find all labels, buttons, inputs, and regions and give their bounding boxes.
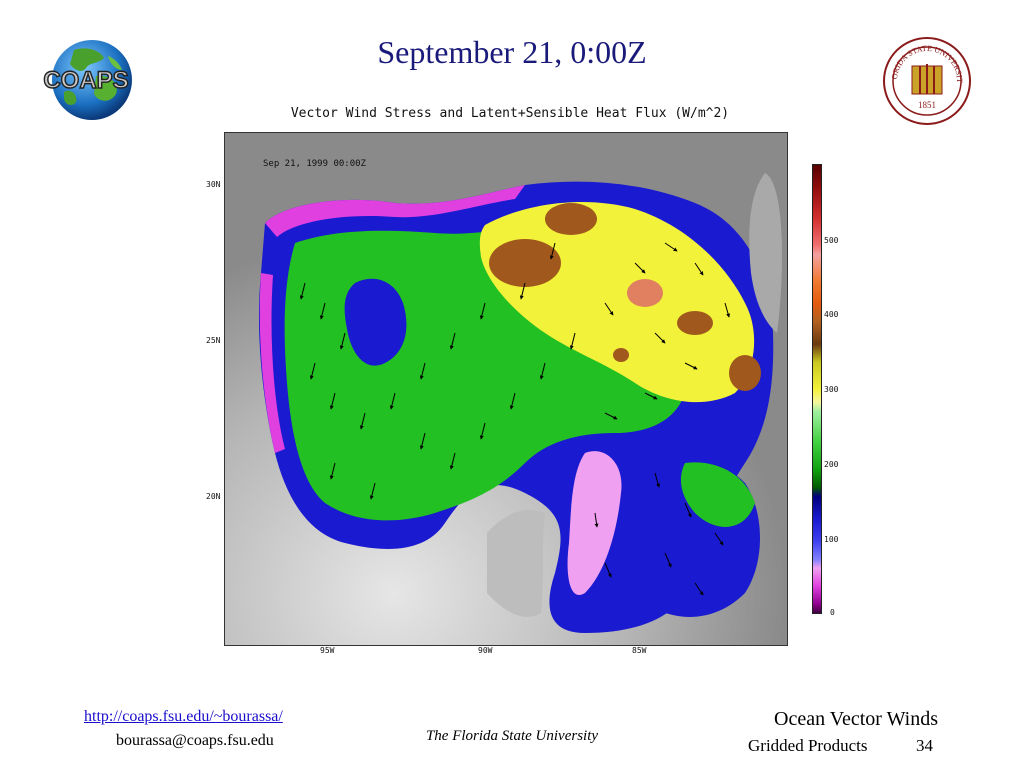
wind-vectors: [299, 242, 731, 596]
lon-label-85w: 85W: [632, 646, 647, 655]
gulf-heatflux-map: Sep 21, 1999 00:00Z: [224, 132, 788, 646]
fsu-seal: FLORIDA STATE UNIVERSITY 1851: [879, 29, 972, 126]
lon-label-95w: 95W: [320, 646, 335, 655]
lat-label-25n: 25N: [206, 336, 221, 345]
coaps-link[interactable]: http://coaps.fsu.edu/~bourassa/: [84, 708, 283, 725]
lat-label-30n: 30N: [206, 180, 221, 189]
coaps-logo: COAPS: [34, 36, 138, 124]
coaps-logo-text: COAPS: [43, 67, 128, 94]
map-image: [225, 133, 787, 645]
university-seal-icon: FLORIDA STATE UNIVERSITY 1851: [879, 29, 971, 125]
section-title: Gridded Products: [748, 736, 868, 755]
colorbar-label-0: 0: [830, 608, 835, 617]
colorbar-label-200: 200: [824, 460, 839, 469]
map-panel: Vector Wind Stress and Latent+Sensible H…: [190, 100, 838, 660]
contact-email: bourassa@coaps.fsu.edu: [116, 732, 274, 749]
colorbar-label-300: 300: [824, 385, 839, 394]
lat-label-20n: 20N: [206, 492, 221, 501]
colorbar-label-500: 500: [824, 236, 839, 245]
slide-title: September 21, 0:00Z: [377, 34, 647, 70]
presentation-title: Ocean Vector Winds: [774, 708, 938, 730]
colorbar-label-100: 100: [824, 535, 839, 544]
page-number: 34: [916, 736, 933, 755]
seal-year: 1851: [918, 100, 936, 110]
lon-label-90w: 90W: [478, 646, 493, 655]
university-name: The Florida State University: [425, 728, 599, 744]
map-title: Vector Wind Stress and Latent+Sensible H…: [290, 106, 730, 121]
colorbar-label-400: 400: [824, 310, 839, 319]
heatflux-colorbar: [812, 164, 822, 614]
globe-icon: COAPS: [43, 40, 132, 120]
map-timestamp: Sep 21, 1999 00:00Z: [263, 159, 366, 169]
